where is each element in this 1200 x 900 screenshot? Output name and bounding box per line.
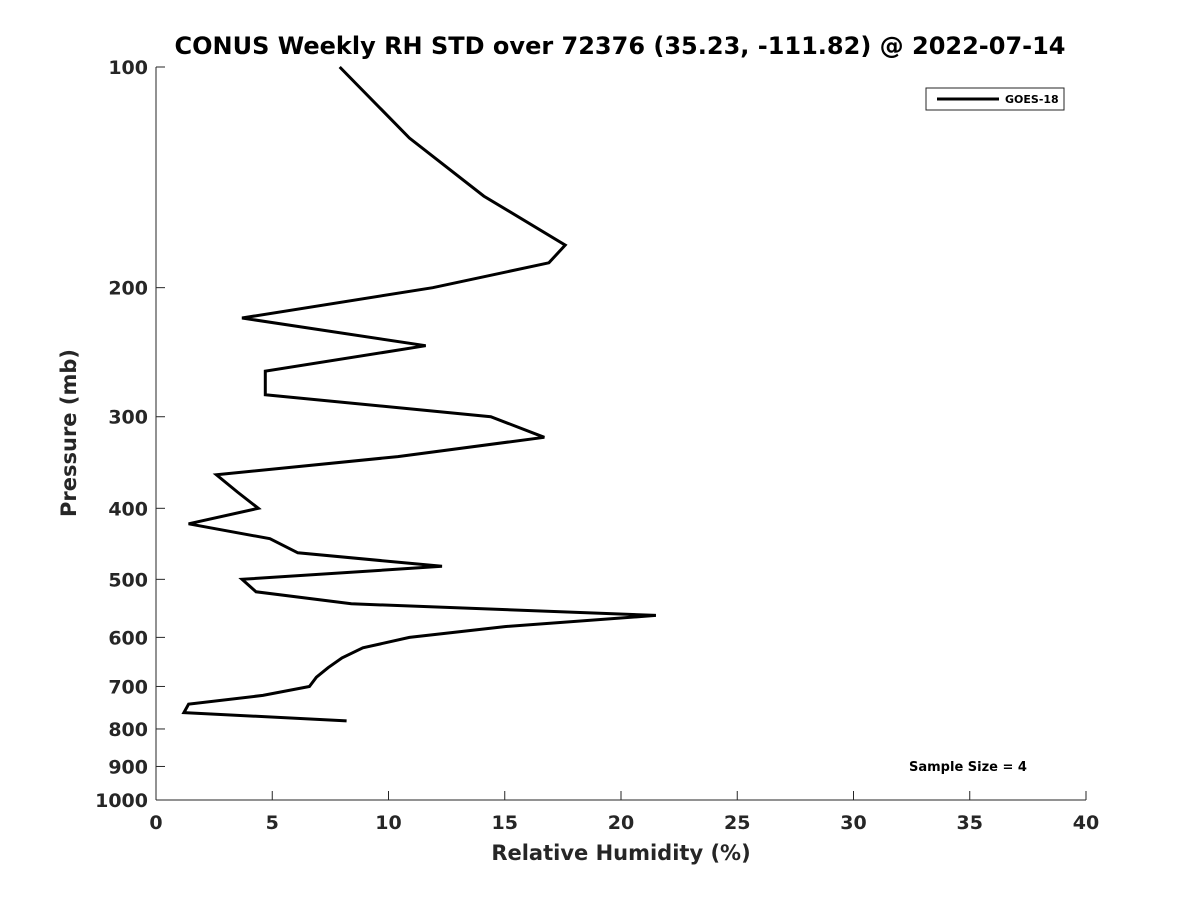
x-tick-label-10: 10 <box>375 812 401 834</box>
y-tick-label-900: 900 <box>108 756 148 778</box>
y-tick-label-800: 800 <box>108 719 148 741</box>
x-tick-label-20: 20 <box>608 812 634 834</box>
legend-entry-goes-18: GOES-18 <box>1005 93 1059 106</box>
x-axis-label: Relative Humidity (%) <box>491 841 750 865</box>
y-tick-label-500: 500 <box>108 569 148 591</box>
y-tick-label-700: 700 <box>108 676 148 698</box>
x-tick-label-30: 30 <box>840 812 866 834</box>
x-tick-label-5: 5 <box>266 812 279 834</box>
x-axis-ticks: 0 5 10 15 20 25 30 35 40 <box>149 791 1099 834</box>
x-tick-label-0: 0 <box>149 812 162 834</box>
y-tick-label-400: 400 <box>108 498 148 520</box>
series-layer <box>181 65 657 723</box>
y-tick-label-300: 300 <box>108 407 148 429</box>
y-tick-label-200: 200 <box>108 278 148 300</box>
y-tick-label-1000: 1000 <box>95 790 148 812</box>
y-axis-label: Pressure (mb) <box>57 349 81 517</box>
y-axis-ticks: 100 200 300 400 500 600 700 800 900 1000 <box>95 57 165 812</box>
sample-size-annotation: Sample Size = 4 <box>909 760 1027 775</box>
x-tick-label-25: 25 <box>724 812 750 834</box>
x-tick-label-40: 40 <box>1073 812 1099 834</box>
y-tick-label-100: 100 <box>108 57 148 79</box>
series-line-goes-18 <box>181 65 657 723</box>
x-tick-label-15: 15 <box>492 812 518 834</box>
chart-title: CONUS Weekly RH STD over 72376 (35.23, -… <box>174 32 1065 60</box>
legend: GOES-18 <box>925 87 1065 111</box>
x-tick-label-35: 35 <box>957 812 983 834</box>
y-tick-label-600: 600 <box>108 627 148 649</box>
